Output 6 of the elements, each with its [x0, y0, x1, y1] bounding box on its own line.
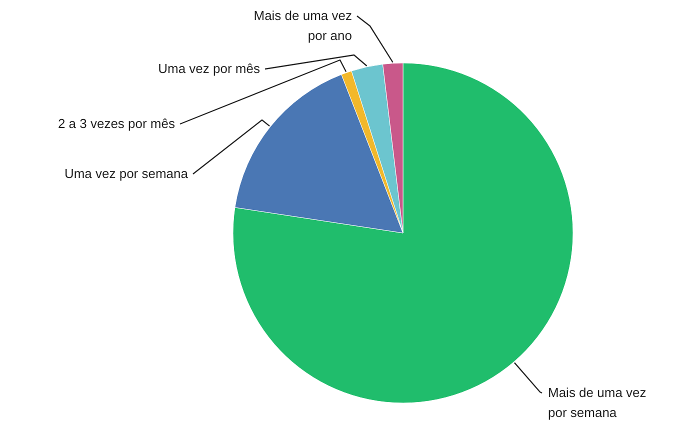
pie-slice	[232, 62, 574, 403]
slice-label: Uma vez por mês	[158, 61, 260, 76]
slice-label: Mais de uma vez por semana	[548, 385, 646, 420]
slice-label: Mais de uma vez por ano	[254, 8, 352, 43]
slice-label: Uma vez por semana	[64, 166, 189, 181]
slice-label: 2 a 3 vezes por mês	[58, 116, 176, 131]
